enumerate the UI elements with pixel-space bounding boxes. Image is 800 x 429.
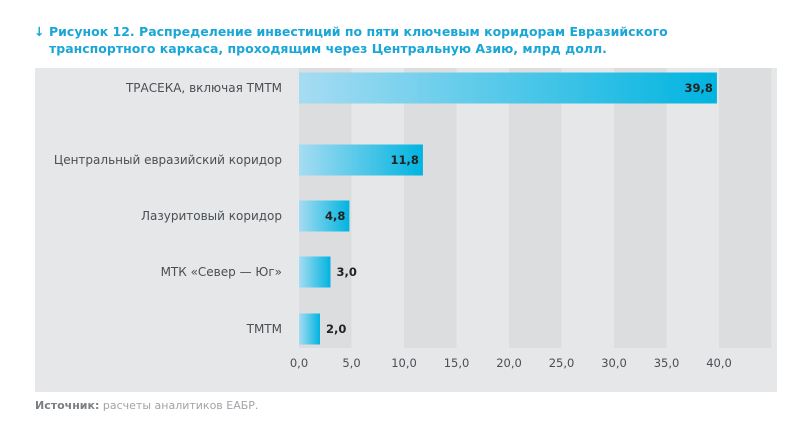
x-tick-label: 40,0 [706,356,732,370]
category-label: МТК «Север — Юг» [161,265,282,279]
bar [299,256,331,288]
bar [299,200,350,232]
data-label: 4,8 [325,209,345,223]
x-tick-label: 35,0 [654,356,680,370]
chart-title: ↓ Рисунок 12. Распределение инвестиций п… [34,23,774,57]
source-label: Источник: [35,399,100,412]
x-tick-label: 0,0 [290,356,308,370]
x-tick-label: 10,0 [391,356,417,370]
x-tick-label: 25,0 [549,356,575,370]
source-text: расчеты аналитиков ЕАБР. [99,399,259,412]
x-tick-label: 20,0 [496,356,522,370]
category-label: Лазуритовый коридор [141,209,282,223]
grid-band [614,68,667,348]
grid-band [509,68,562,348]
category-label: Центральный евразийский коридор [54,153,282,167]
x-tick-label: 30,0 [601,356,627,370]
source-note: Источник: расчеты аналитиков ЕАБР. [35,399,258,412]
bar [299,72,717,104]
bar [299,313,320,345]
grid-band [719,68,772,348]
data-label: 3,0 [337,265,357,279]
grid-band [404,68,457,348]
arrow-down-icon: ↓ [34,24,45,39]
chart-title-text: Рисунок 12. Распределение инвестиций по … [49,24,668,56]
category-label: ТМТМ [246,322,282,336]
category-label: ТРАСЕКА, включая ТМТМ [125,81,282,95]
data-label: 11,8 [391,153,419,167]
data-label: 2,0 [326,322,346,336]
data-label: 39,8 [685,81,713,95]
x-tick-label: 5,0 [342,356,360,370]
x-tick-label: 15,0 [444,356,470,370]
bar [299,144,423,176]
